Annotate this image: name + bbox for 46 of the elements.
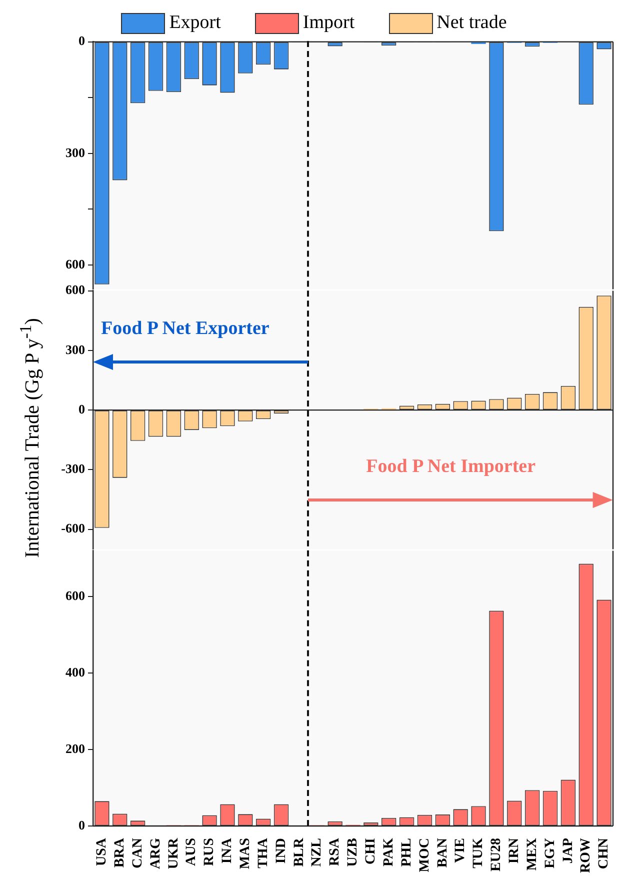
x-tick-label: AUS — [184, 838, 200, 866]
y-tick-label: 0 — [78, 401, 85, 416]
x-tick-label: JAP — [560, 838, 576, 864]
y-tick-label: 0 — [78, 33, 85, 48]
y-tick-label: -600 — [61, 520, 85, 536]
y-tick-label: -300 — [61, 461, 85, 476]
x-tick-label: CAN — [130, 838, 146, 868]
x-tick-label: VIE — [453, 838, 468, 863]
x-tick-label: PAK — [381, 838, 396, 867]
x-tick-label: MEX — [524, 838, 540, 871]
x-tick-label: UZB — [346, 838, 361, 867]
x-tick-label: BRA — [112, 837, 128, 868]
x-tick-label: INA — [220, 837, 236, 864]
legend-label: Export — [169, 12, 221, 34]
y-tick-label: 600 — [66, 282, 85, 298]
x-tick-label: THA — [256, 837, 271, 868]
x-tick-label: EGY — [542, 838, 558, 868]
x-tick-label: USA — [94, 837, 110, 866]
x-tick-label: CHI — [364, 838, 379, 864]
annotation: Food P Net Importer — [366, 456, 536, 478]
x-tick-label: IND — [274, 838, 289, 864]
y-tick-label: 600 — [66, 588, 85, 604]
x-tick-label: ROW — [578, 838, 594, 873]
x-tick-label: RUS — [202, 838, 218, 866]
annotation: Food P Net Exporter — [101, 318, 270, 340]
x-tick-label: BLR — [292, 837, 307, 867]
y-tick-label: 200 — [66, 740, 85, 756]
legend-label: Net trade — [436, 12, 507, 34]
x-tick-label: RSA — [328, 837, 343, 866]
x-tick-label: UKR — [166, 837, 182, 870]
x-tick-label: PHL — [399, 838, 414, 867]
y-tick-label: 300 — [66, 342, 85, 357]
x-tick-label: MOC — [417, 838, 432, 872]
y-tick-label: 0 — [78, 817, 85, 832]
x-tick-label: IRN — [506, 838, 522, 864]
y-tick-label: 300 — [66, 144, 85, 160]
x-tick-label: MAS — [238, 838, 254, 870]
x-tick-label: ARG — [148, 838, 164, 870]
x-tick-label: CHN — [596, 838, 612, 870]
y-tick-label: 400 — [66, 664, 85, 680]
x-tick-label: BAN — [435, 838, 450, 868]
x-tick-label: EU28 — [489, 838, 504, 872]
x-tick-label: NZL — [310, 838, 325, 867]
x-tick-label: TUK — [471, 838, 486, 868]
y-tick-label: 600 — [66, 256, 85, 272]
legend-label: Import — [302, 12, 355, 34]
